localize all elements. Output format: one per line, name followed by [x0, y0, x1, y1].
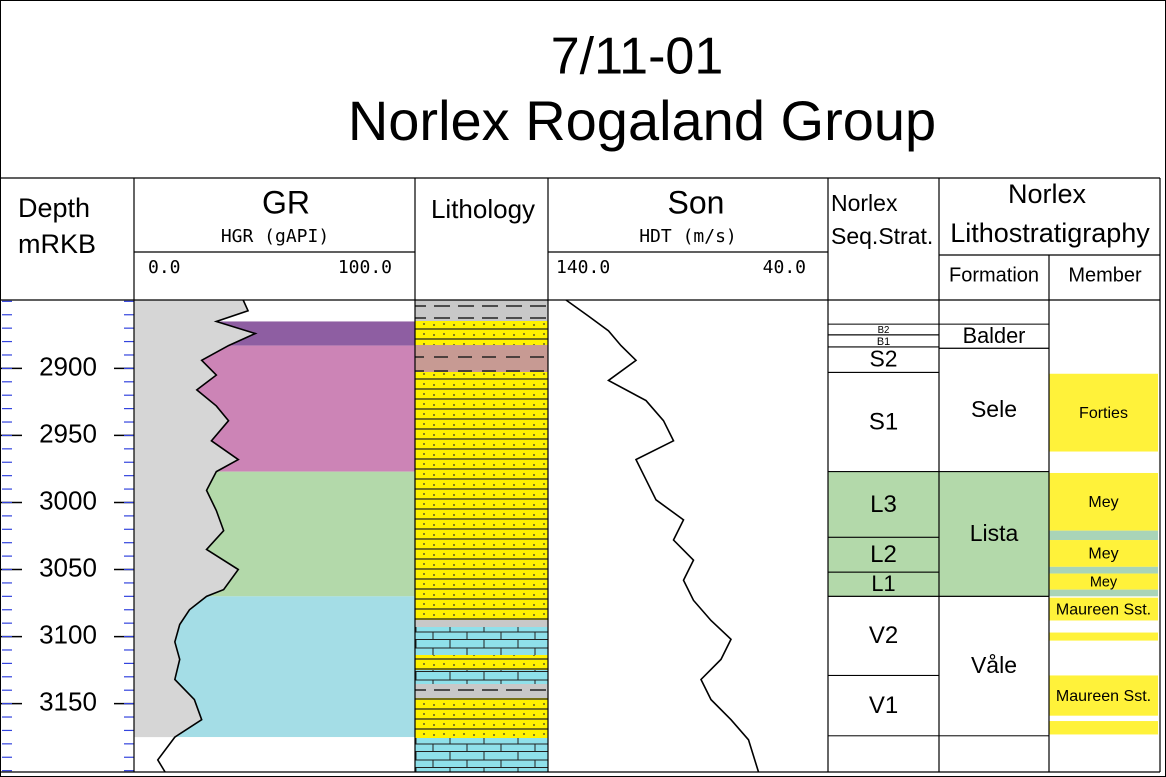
- son-curve: [565, 299, 760, 773]
- gr-baseline-fill: [134, 300, 256, 772]
- zone: [1049, 632, 1158, 641]
- zone-label: Maureen Sst.: [1056, 601, 1151, 618]
- zone: [1049, 675, 1158, 716]
- table-frame: [0, 177, 1161, 773]
- zone-label: Lista: [970, 520, 1019, 546]
- depth-tick-label: 3150: [39, 686, 97, 716]
- son-title: Son: [668, 184, 725, 220]
- zone-label: Våle: [971, 652, 1017, 678]
- depth-header: Depth: [18, 193, 90, 223]
- member-header: Member: [1068, 264, 1142, 286]
- zone: [1049, 373, 1158, 452]
- zone-label: B2: [878, 325, 890, 336]
- depth-tick-label: 3000: [39, 485, 97, 515]
- depth-tick-label: 3100: [39, 619, 97, 649]
- zone-label: Sele: [971, 396, 1017, 422]
- zone: [1049, 721, 1158, 735]
- zone-label: V2: [869, 622, 898, 649]
- zone-label: B1: [877, 336, 890, 348]
- zone: [1049, 566, 1158, 574]
- son-scale-label: 140.0: [556, 257, 610, 278]
- zone-label: Mey: [1088, 546, 1118, 563]
- gr-curve: [156, 299, 258, 773]
- gr-title: GR: [262, 184, 310, 220]
- zone: [1049, 472, 1158, 531]
- lithology-column: [415, 300, 548, 772]
- depth-tick-label: 2950: [39, 418, 97, 448]
- zone-label: L3: [870, 491, 897, 518]
- title-line-2: Norlex Rogaland Group: [348, 89, 936, 152]
- formation-header: Formation: [949, 264, 1039, 286]
- zone-label: L1: [871, 571, 895, 596]
- zone: [1049, 597, 1158, 621]
- zone: [1049, 540, 1158, 567]
- zone: [1049, 573, 1158, 590]
- zone-label: Mey: [1090, 574, 1118, 590]
- seq-strat-title: Norlex: [831, 190, 898, 216]
- zone-label: Mey: [1088, 494, 1118, 511]
- lithology-title: Lithology: [431, 194, 535, 224]
- son-scale-label: 40.0: [763, 257, 806, 278]
- depth-tick-label: 2900: [39, 351, 97, 381]
- depth-tick-label: 3050: [39, 552, 97, 582]
- zone-label: Maureen Sst.: [1056, 688, 1151, 705]
- zone: [1049, 589, 1158, 597]
- gr-curve-label: HGR (gAPI): [221, 226, 329, 247]
- lithostrat-title: Norlex: [1008, 179, 1087, 209]
- zone: [1049, 530, 1158, 541]
- son-curve-label: HDT (m/s): [639, 226, 737, 247]
- zone-label: V1: [869, 692, 898, 719]
- zone-label: Forties: [1079, 405, 1128, 422]
- zone-label: S1: [869, 408, 898, 435]
- zone-label: S2: [869, 346, 897, 372]
- gr-below-zones: [134, 737, 415, 772]
- seq-strat-title: Seq.Strat.: [831, 223, 933, 249]
- zone-label: L2: [870, 541, 897, 568]
- gr-scale-label: 0.0: [148, 257, 181, 278]
- lithostrat-title: Lithostratigraphy: [950, 218, 1150, 248]
- gr-scale-label: 100.0: [338, 257, 392, 278]
- zone-label: Balder: [963, 323, 1026, 348]
- title-line-1: 7/11-01: [551, 28, 724, 86]
- depth-unit: mRKB: [18, 229, 96, 259]
